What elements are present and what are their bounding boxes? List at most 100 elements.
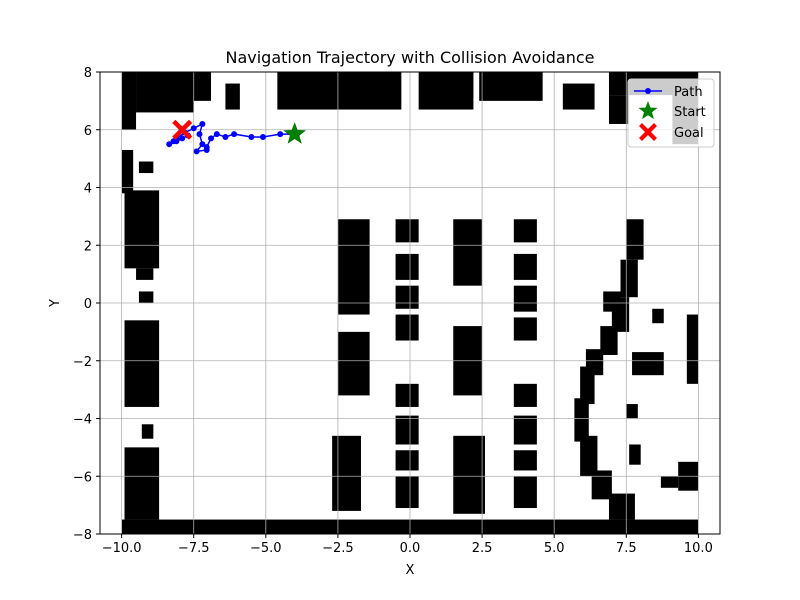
y-tick-label: −6 <box>73 470 92 485</box>
obstacle <box>626 219 644 260</box>
x-tick-label: −2.5 <box>322 541 354 556</box>
x-tick-label: 2.5 <box>472 541 493 556</box>
obstacle <box>686 314 699 384</box>
goal-marker <box>172 119 193 140</box>
y-tick-label: −8 <box>73 528 92 543</box>
path-point <box>166 141 173 148</box>
path-point <box>193 148 200 155</box>
legend-path-marker <box>645 88 651 94</box>
obstacle <box>562 83 595 110</box>
x-tick-label: 7.5 <box>616 541 637 556</box>
legend: Path Start Goal <box>627 78 715 148</box>
obstacle <box>652 308 664 324</box>
obstacle <box>611 297 630 332</box>
obstacle <box>513 285 537 312</box>
obstacle <box>580 366 595 405</box>
x-tick-label: 10.0 <box>684 541 713 556</box>
obstacle <box>479 72 543 101</box>
obstacle <box>513 253 537 280</box>
legend-path-label: Path <box>674 85 703 100</box>
obstacle <box>513 383 537 407</box>
x-tick-label: −5.0 <box>250 541 282 556</box>
path-point <box>199 141 206 148</box>
obstacle <box>513 476 537 509</box>
path-point <box>259 133 266 140</box>
y-tick-label: 2 <box>84 239 92 254</box>
obstacle <box>124 190 160 269</box>
obstacle <box>513 219 537 243</box>
path-series <box>166 120 298 155</box>
obstacle <box>225 83 240 110</box>
chart-title: Navigation Trajectory with Collision Avo… <box>225 48 594 67</box>
obstacle <box>395 219 419 243</box>
obstacle <box>608 493 635 520</box>
obstacle <box>660 476 679 488</box>
obstacle <box>418 72 474 110</box>
start-marker <box>283 122 306 144</box>
obstacle <box>574 398 589 442</box>
obstacle <box>138 161 154 174</box>
obstacle <box>395 253 419 280</box>
obstacle <box>395 285 419 309</box>
obstacle <box>124 320 160 407</box>
obstacle <box>395 415 419 445</box>
obstacle <box>138 291 154 303</box>
x-tick-label: 0.0 <box>400 541 421 556</box>
y-tick-label: 8 <box>84 66 92 81</box>
obstacle <box>395 383 419 407</box>
y-tick-label: −4 <box>73 413 92 428</box>
path-point <box>203 146 210 153</box>
path-point <box>173 138 180 145</box>
legend-start-star-icon <box>638 101 658 120</box>
obstacle <box>141 424 154 439</box>
x-tick-label: −7.5 <box>178 541 210 556</box>
y-tick-label: 6 <box>84 124 92 139</box>
obstacle <box>395 450 419 471</box>
obstacle <box>513 317 537 341</box>
obstacle <box>124 447 160 520</box>
obstacle <box>337 331 370 396</box>
path-point <box>179 135 186 142</box>
obstacle <box>600 326 618 355</box>
markers <box>172 119 306 144</box>
obstacle <box>453 435 485 514</box>
obstacle <box>121 72 137 130</box>
obstacle <box>620 259 638 298</box>
path-point <box>199 120 206 127</box>
x-axis-ticks: −10.0 −7.5 −5.0 −2.5 0.0 2.5 5.0 7.5 10.0 <box>102 534 713 556</box>
obstacle <box>193 72 212 101</box>
legend-goal-label: Goal <box>674 126 704 141</box>
x-axis-label: X <box>406 563 415 578</box>
obstacle <box>580 435 598 477</box>
obstacle <box>513 415 537 445</box>
legend-goal-x-icon <box>639 123 657 141</box>
path-point <box>190 125 197 132</box>
path-point <box>196 131 203 138</box>
obstacle <box>136 72 194 113</box>
obstacle <box>121 149 134 194</box>
obstacle <box>136 268 154 280</box>
path-point <box>277 131 284 138</box>
path-point <box>248 133 255 140</box>
obstacle <box>513 450 537 471</box>
y-tick-label: 0 <box>84 297 92 312</box>
obstacle <box>626 404 638 419</box>
obstacle <box>632 352 664 376</box>
obstacle <box>608 95 630 124</box>
path-point <box>231 131 238 138</box>
path-point <box>208 135 215 142</box>
obstacle <box>337 219 370 315</box>
obstacle <box>332 435 361 511</box>
obstacle <box>395 476 419 509</box>
y-axis-label: Y <box>48 299 63 308</box>
path-point <box>213 131 220 138</box>
legend-start-label: Start <box>674 105 706 120</box>
obstacle <box>591 470 612 500</box>
y-tick-label: 4 <box>84 182 92 197</box>
y-tick-label: −2 <box>73 355 92 370</box>
x-tick-label: −10.0 <box>102 541 142 556</box>
obstacle <box>277 72 402 110</box>
x-tick-label: 5.0 <box>544 541 565 556</box>
obstacle <box>629 444 641 465</box>
